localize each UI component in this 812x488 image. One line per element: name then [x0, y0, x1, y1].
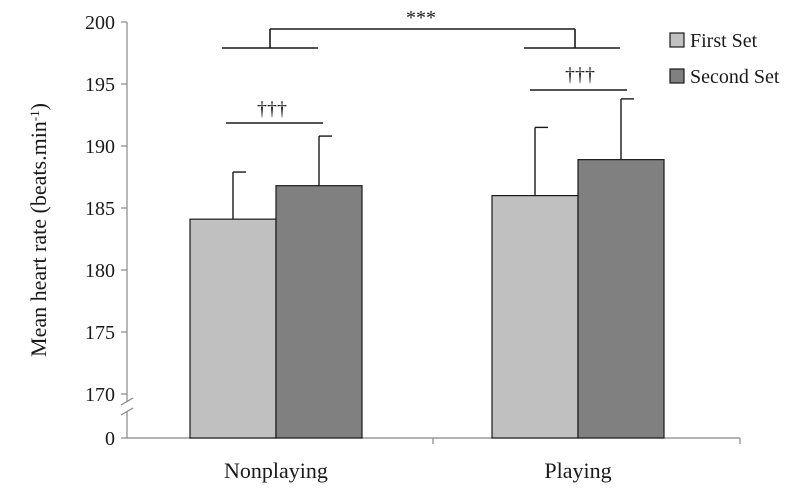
y-axis-title-close: ): [26, 103, 51, 110]
axis-break-mark: [120, 397, 134, 406]
y-tick-label: 200: [85, 12, 115, 34]
significance-annotations: *** ††† †††: [222, 7, 627, 124]
y-axis-ticks: 0 170 175 180 185 190 195 200: [85, 12, 127, 450]
y-tick-label: 190: [85, 136, 115, 158]
legend-swatch: [669, 68, 685, 84]
legend-label: Second Set: [690, 66, 780, 88]
y-axis-title-superscript: -1: [27, 110, 42, 121]
y-tick-label: 195: [85, 74, 115, 96]
legend-label: First Set: [690, 30, 758, 52]
significance-sets-label: †††: [565, 64, 595, 86]
bars: [189, 159, 665, 439]
legend-swatch: [669, 32, 685, 48]
y-tick-label: 170: [85, 384, 115, 406]
bar-playing-first-set: [491, 195, 579, 439]
significance-conditions-label: ***: [406, 7, 436, 29]
bar-nonplaying-second-set: [275, 185, 363, 439]
bar-playing-second-set: [577, 159, 665, 439]
y-tick-label: 180: [85, 260, 115, 282]
error-bars: [232, 98, 634, 220]
y-tick-label: 185: [85, 198, 115, 220]
y-tick-label: 0: [105, 428, 115, 450]
x-category-label: Nonplaying: [224, 458, 328, 483]
y-axis-title: Mean heart rate (beats.min-1): [26, 103, 51, 357]
y-axis-title-main: Mean heart rate (beats.min: [26, 121, 51, 357]
x-axis-categories: Nonplaying Playing: [224, 458, 612, 483]
y-tick-label: 175: [85, 322, 115, 344]
x-category-label: Playing: [544, 458, 611, 483]
legend: First Set Second Set: [669, 30, 780, 88]
axis-break-mark: [120, 407, 134, 416]
significance-sets-label: †††: [257, 98, 287, 120]
bar-nonplaying-first-set: [189, 218, 277, 439]
